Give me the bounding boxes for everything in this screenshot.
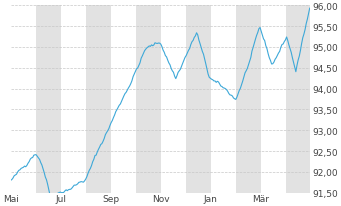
Bar [236, 6, 261, 193]
Bar [86, 6, 111, 193]
Bar [36, 6, 61, 193]
Bar [186, 6, 211, 193]
Bar [286, 6, 311, 193]
Bar [136, 6, 161, 193]
